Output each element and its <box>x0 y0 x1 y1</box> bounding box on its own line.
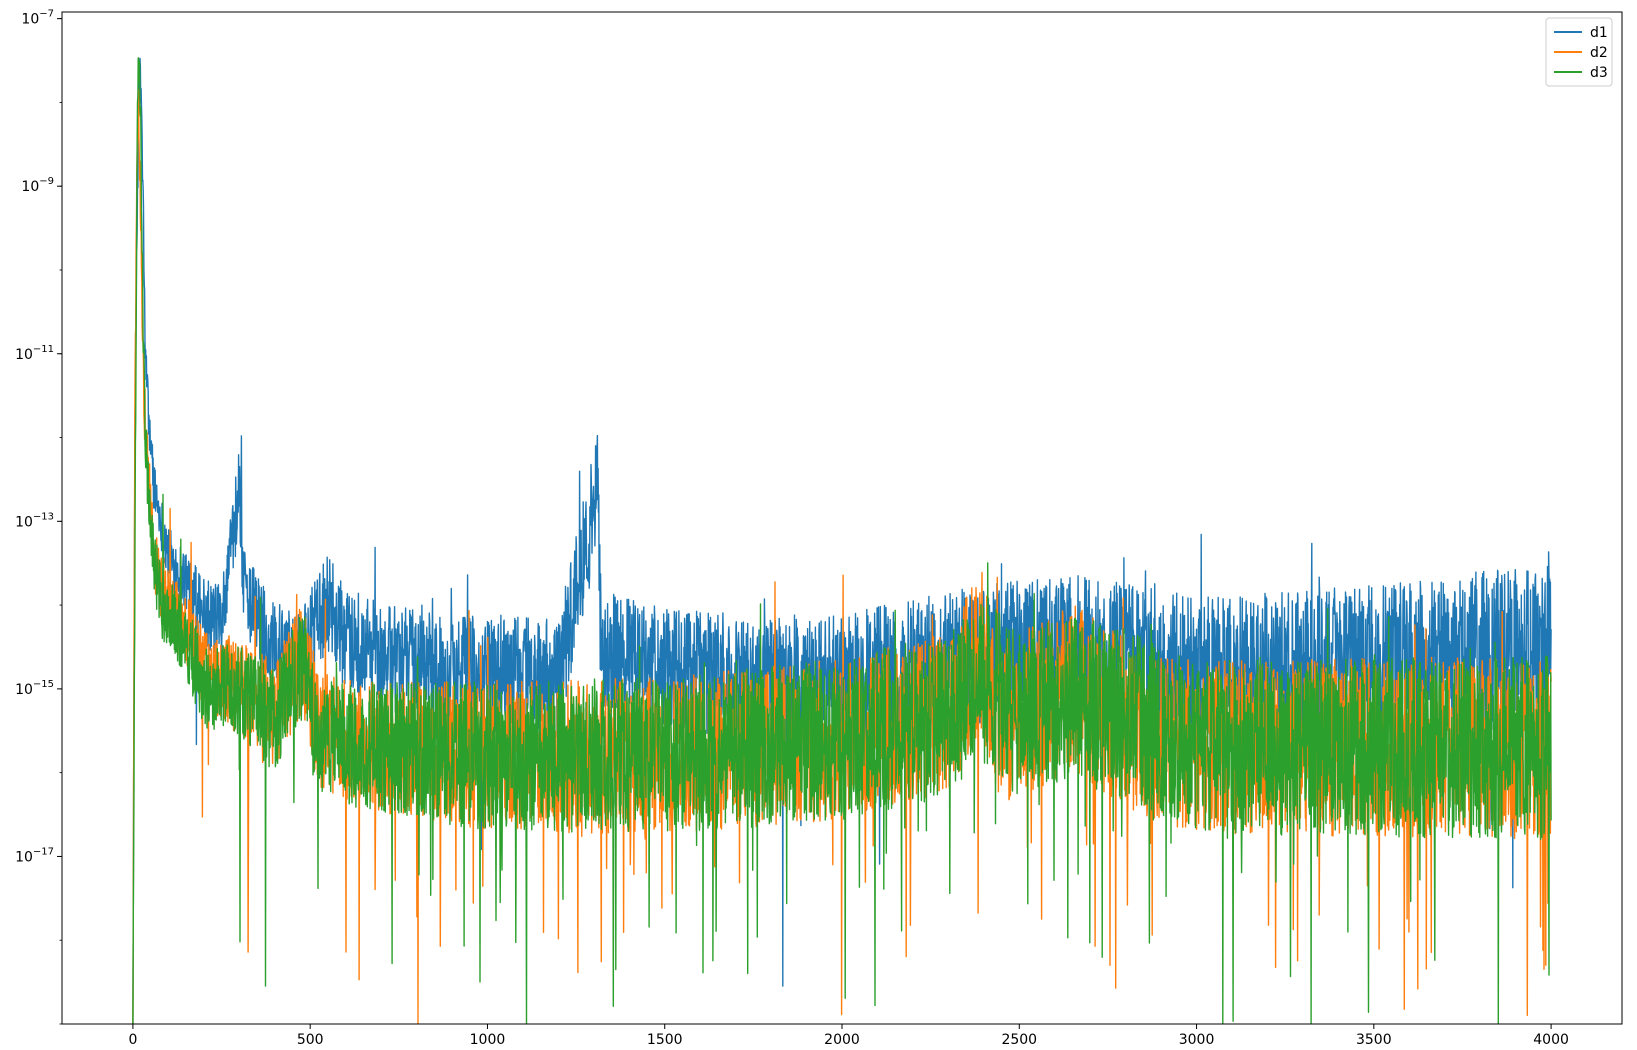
x-tick-label: 500 <box>297 1032 324 1048</box>
series-line-d3 <box>132 57 1552 1024</box>
y-tick-exponent: −9 <box>39 176 54 187</box>
y-tick-base: 10 <box>15 682 33 698</box>
y-tick-exponent: −17 <box>33 846 54 857</box>
y-tick-exponent: −15 <box>33 679 54 690</box>
y-tick-exponent: −7 <box>39 9 54 20</box>
x-tick-label: 2000 <box>824 1032 860 1048</box>
y-tick-exponent: −13 <box>33 511 54 522</box>
x-axis: 0 500 1000 1500 2000 2500 3000 3500 4000 <box>128 1024 1569 1048</box>
y-tick-base: 10 <box>15 849 33 865</box>
y-tick-label: 10−15 <box>15 679 54 698</box>
legend: d1 d2 d3 <box>1545 17 1613 87</box>
x-tick-label: 3500 <box>1356 1032 1392 1048</box>
x-tick-label: 1000 <box>470 1032 506 1048</box>
x-tick-label: 0 <box>128 1032 137 1048</box>
legend-label: d3 <box>1590 65 1608 81</box>
legend-label: d2 <box>1590 45 1608 61</box>
legend-label: d1 <box>1590 25 1608 41</box>
series-layer <box>132 57 1552 1024</box>
x-tick-label: 3000 <box>1179 1032 1215 1048</box>
y-tick-label: 10−13 <box>15 511 54 530</box>
y-tick-label: 10−11 <box>15 344 54 363</box>
y-tick-base: 10 <box>15 347 33 363</box>
y-tick-label: 10−17 <box>15 846 54 865</box>
x-tick-label: 1500 <box>647 1032 683 1048</box>
y-tick-label: 10−9 <box>21 176 54 195</box>
y-tick-label: 10−7 <box>21 9 54 28</box>
x-tick-label: 2500 <box>1001 1032 1037 1048</box>
y-tick-base: 10 <box>21 12 39 28</box>
x-tick-label: 4000 <box>1533 1032 1569 1048</box>
y-tick-exponent: −11 <box>33 344 54 355</box>
y-tick-base: 10 <box>21 179 39 195</box>
y-tick-base: 10 <box>15 514 33 530</box>
